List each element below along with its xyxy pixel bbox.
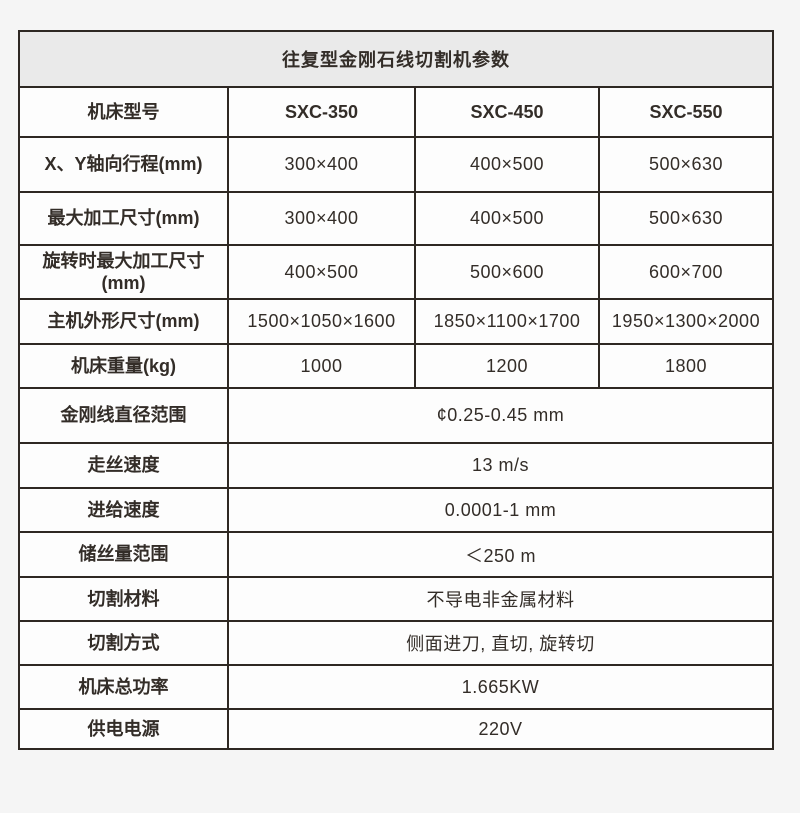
row-label: 供电电源 <box>18 708 229 750</box>
row-value: 13 m/s <box>227 442 774 489</box>
spec-table: 往复型金刚石线切割机参数 机床型号 SXC-350 SXC-450 SXC-55… <box>18 30 774 750</box>
row-value: 400×500 <box>227 244 416 300</box>
row-value: 1500×1050×1600 <box>227 298 416 345</box>
row-label: 机床总功率 <box>18 664 229 710</box>
row-power-supply: 供电电源 220V <box>18 708 774 750</box>
row-value: 500×630 <box>598 191 774 246</box>
row-cutting-method: 切割方式 侧面进刀, 直切, 旋转切 <box>18 620 774 666</box>
row-value: 220V <box>227 708 774 750</box>
row-value: 侧面进刀, 直切, 旋转切 <box>227 620 774 666</box>
row-axis-travel: X、Y轴向行程(mm) 300×400 400×500 500×630 <box>18 136 774 193</box>
row-label: 旋转时最大加工尺寸(mm) <box>18 244 229 300</box>
model-name-sxc550: SXC-550 <box>598 86 774 138</box>
row-value: 0.0001-1 mm <box>227 487 774 533</box>
row-value: 500×600 <box>414 244 600 300</box>
row-label: X、Y轴向行程(mm) <box>18 136 229 193</box>
row-label: 最大加工尺寸(mm) <box>18 191 229 246</box>
row-wire-diameter-range: 金刚线直径范围 ¢0.25-0.45 mm <box>18 387 774 444</box>
row-max-workpiece-size: 最大加工尺寸(mm) 300×400 400×500 500×630 <box>18 191 774 246</box>
row-label: 储丝量范围 <box>18 531 229 578</box>
row-cutting-material: 切割材料 不导电非金属材料 <box>18 576 774 622</box>
model-header-row: 机床型号 SXC-350 SXC-450 SXC-550 <box>18 86 774 138</box>
row-wire-storage-range: 储丝量范围 ＜250 m <box>18 531 774 578</box>
row-total-power: 机床总功率 1.665KW <box>18 664 774 710</box>
row-label: 主机外形尺寸(mm) <box>18 298 229 345</box>
model-name-sxc450: SXC-450 <box>414 86 600 138</box>
row-value: 300×400 <box>227 191 416 246</box>
row-value: 300×400 <box>227 136 416 193</box>
row-label: 切割方式 <box>18 620 229 666</box>
row-machine-weight: 机床重量(kg) 1000 1200 1800 <box>18 343 774 389</box>
row-label-machine-model: 机床型号 <box>18 86 229 138</box>
row-value: 1200 <box>414 343 600 389</box>
row-value: 1800 <box>598 343 774 389</box>
row-feed-speed: 进给速度 0.0001-1 mm <box>18 487 774 533</box>
row-max-size-rotating: 旋转时最大加工尺寸(mm) 400×500 500×600 600×700 <box>18 244 774 300</box>
row-value: 1950×1300×2000 <box>598 298 774 345</box>
row-label: 走丝速度 <box>18 442 229 489</box>
row-value: 不导电非金属材料 <box>227 576 774 622</box>
row-value: 600×700 <box>598 244 774 300</box>
model-name-sxc350: SXC-350 <box>227 86 416 138</box>
row-value: ＜250 m <box>227 531 774 578</box>
row-value: ¢0.25-0.45 mm <box>227 387 774 444</box>
row-machine-outline-size: 主机外形尺寸(mm) 1500×1050×1600 1850×1100×1700… <box>18 298 774 345</box>
row-value: 1.665KW <box>227 664 774 710</box>
row-label: 机床重量(kg) <box>18 343 229 389</box>
row-value: 500×630 <box>598 136 774 193</box>
row-value: 400×500 <box>414 191 600 246</box>
table-title-row: 往复型金刚石线切割机参数 <box>18 30 774 88</box>
row-label: 进给速度 <box>18 487 229 533</box>
row-label: 切割材料 <box>18 576 229 622</box>
row-value: 1850×1100×1700 <box>414 298 600 345</box>
row-value: 1000 <box>227 343 416 389</box>
table-title: 往复型金刚石线切割机参数 <box>18 30 774 88</box>
row-wire-speed: 走丝速度 13 m/s <box>18 442 774 489</box>
row-value: 400×500 <box>414 136 600 193</box>
row-label: 金刚线直径范围 <box>18 387 229 444</box>
